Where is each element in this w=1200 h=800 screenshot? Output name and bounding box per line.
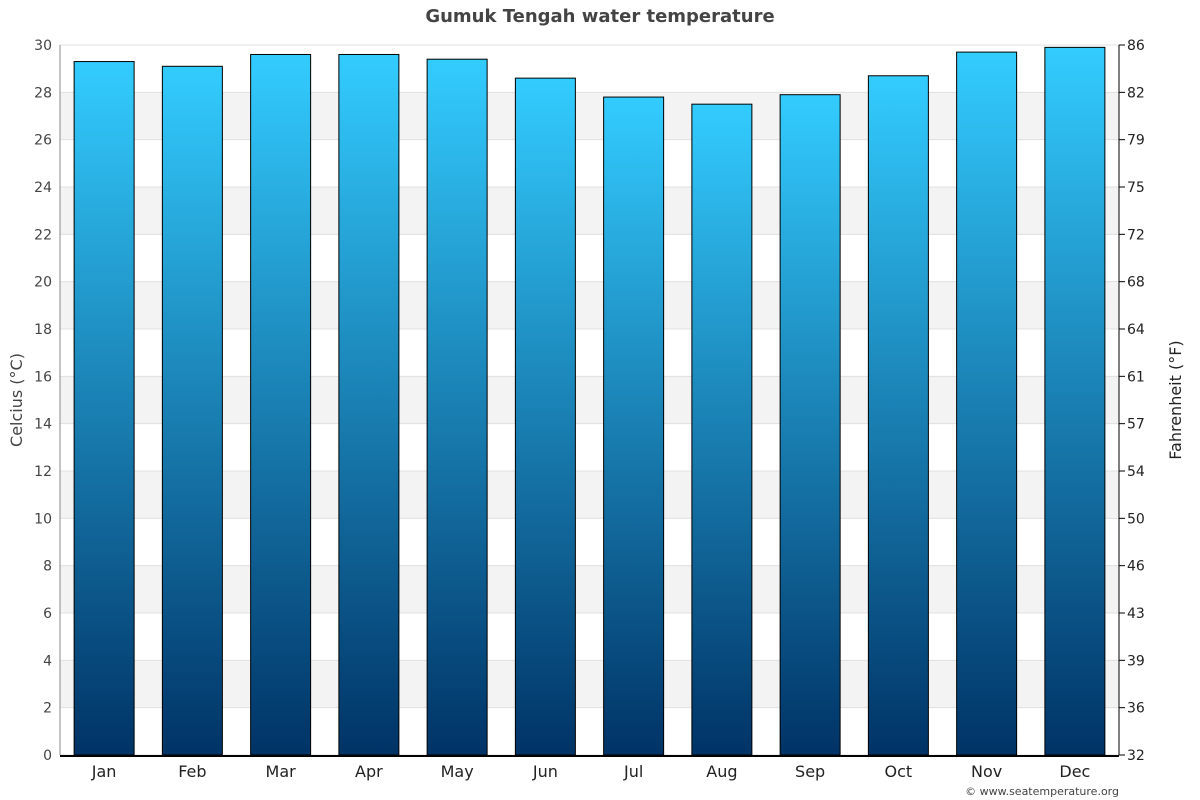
y-tick-label: 26: [34, 133, 52, 149]
y-right-tick-label: 50: [1127, 511, 1145, 527]
y-tick-label: 10: [34, 511, 52, 527]
bar-jun: [514, 77, 576, 756]
bar-jan: [73, 61, 135, 756]
x-tick-label: Dec: [1059, 762, 1090, 781]
grid-band: [60, 565, 1119, 613]
y-tick-label: 22: [34, 227, 52, 243]
y-tick-label: 16: [34, 369, 52, 385]
bar-feb: [161, 65, 223, 756]
x-tick-label: Sep: [795, 762, 825, 781]
y-right-tick-label: 68: [1127, 275, 1145, 291]
y-tick-label: 4: [43, 653, 52, 669]
y-right-tick-label: 86: [1127, 38, 1145, 54]
y-right-tick-label: 75: [1127, 180, 1145, 196]
bar-aug: [691, 103, 753, 756]
x-tick-label: Nov: [971, 762, 1002, 781]
x-tick-label: Oct: [885, 762, 913, 781]
credit-text: © www.seatemperature.org: [965, 785, 1119, 798]
grid-band: [60, 471, 1119, 519]
y-right-tick-label: 43: [1127, 606, 1145, 622]
y-right-tick-label: 79: [1127, 133, 1145, 149]
x-tick-label: Jan: [91, 762, 117, 781]
y-tick-label: 30: [34, 38, 52, 54]
grid-band: [60, 187, 1119, 235]
y-right-tick-label: 54: [1127, 464, 1145, 480]
y-tick-label: 2: [43, 701, 52, 717]
x-tick-label: Apr: [355, 762, 383, 781]
y-right-tick-label: 39: [1127, 653, 1145, 669]
y-right-tick-label: 64: [1127, 322, 1145, 338]
y-tick-label: 24: [34, 180, 52, 196]
bar-oct: [867, 75, 929, 756]
y-tick-label: 0: [43, 748, 52, 764]
y-tick-label: 20: [34, 275, 52, 291]
x-tick-label: Aug: [706, 762, 737, 781]
grid-band: [60, 376, 1119, 424]
y-tick-label: 28: [34, 85, 52, 101]
y-right-tick-label: 61: [1127, 369, 1145, 385]
grid-band: [60, 92, 1119, 140]
y-right-tick-label: 72: [1127, 227, 1145, 243]
y-right-tick-label: 32: [1127, 748, 1145, 764]
chart-title: Gumuk Tengah water temperature: [425, 6, 775, 27]
grid-band: [60, 281, 1119, 329]
x-tick-label: Jul: [623, 762, 643, 781]
y-axis-label: Celcius (°C): [7, 353, 26, 447]
y-right-tick-label: 82: [1127, 85, 1145, 101]
y-tick-label: 18: [34, 322, 52, 338]
x-tick-label: May: [441, 762, 474, 781]
y-tick-label: 6: [43, 606, 52, 622]
bar-apr: [338, 53, 400, 756]
bar-sep: [779, 94, 841, 756]
bar-may: [426, 58, 488, 756]
y-right-tick-label: 57: [1127, 417, 1145, 433]
y-tick-label: 12: [34, 464, 52, 480]
x-tick-label: Jun: [532, 762, 558, 781]
bar-jul: [603, 96, 665, 756]
y-tick-label: 8: [43, 559, 52, 575]
bar-mar: [250, 53, 312, 756]
y-right-tick-label: 46: [1127, 559, 1145, 575]
grid-band: [60, 660, 1119, 708]
x-tick-label: Mar: [266, 762, 297, 781]
bar-dec: [1044, 46, 1106, 756]
y-right-tick-label: 36: [1127, 701, 1145, 717]
x-tick-label: Feb: [178, 762, 206, 781]
y-axis-label-right: Fahrenheit (°F): [1166, 340, 1185, 459]
bar-nov: [956, 51, 1018, 756]
y-tick-label: 14: [34, 417, 52, 433]
